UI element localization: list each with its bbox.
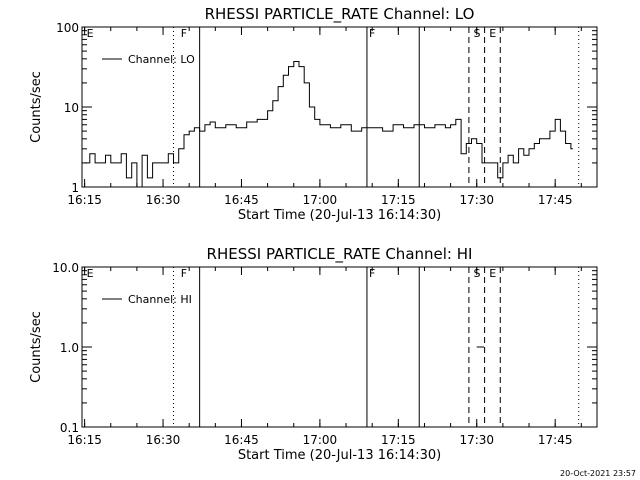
chart-title: RHESSI PARTICLE_RATE Channel: LO [205,5,475,24]
y-tick-label: 0.1 [60,421,79,435]
panel-hi: RHESSI PARTICLE_RATE Channel: HI 16:15 16:… [29,245,598,463]
x-tick-label: 17:00 [303,193,338,207]
x-axis-label: Start Time (20-Jul-13 16:14:30) [238,208,441,223]
x-tick-label: 16:15 [67,433,102,447]
series-line [84,61,573,188]
panel-lo: RHESSI PARTICLE_RATE Channel: LO 16:15 16:… [29,5,598,223]
x-tick-label: 16:45 [224,433,259,447]
y-axis-label: Counts/sec [29,311,44,383]
flag-label: E [87,27,94,40]
flag-label: F [369,27,375,40]
flag-label: S [474,27,481,40]
x-tick-label: 16:30 [146,193,181,207]
chart-title: RHESSI PARTICLE_RATE Channel: HI [207,245,473,264]
y-tick-label: 1 [71,181,79,195]
flag-label: F [181,267,187,280]
y-tick-label: 100 [56,21,79,35]
flag-label: S [474,267,481,280]
x-tick-label: 17:30 [459,433,494,447]
x-tick-label: 17:00 [303,433,338,447]
y-tick-label: 10 [64,101,79,115]
plot-frame [81,266,598,428]
x-tick-label: 16:30 [146,433,181,447]
x-tick-label: 17:45 [538,193,573,207]
x-tick-label: 17:45 [538,433,573,447]
x-tick-label: 16:15 [67,193,102,207]
flag-label: E [489,27,496,40]
y-tick-label: 10.0 [52,261,79,275]
legend-entry: Channel: HI [128,293,192,306]
legend-entry: Channel: LO [128,53,195,66]
x-tick-label: 17:15 [381,193,416,207]
x-tick-label: 17:30 [459,193,494,207]
flag-label: F [181,27,187,40]
x-tick-label: 16:45 [224,193,259,207]
flag-label: E [489,267,496,280]
timestamp-label: 20-Oct-2021 23:57 [560,469,636,478]
y-axis-label: Counts/sec [29,71,44,143]
flag-label: F [369,267,375,280]
flag-label: E [87,267,94,280]
x-axis-label: Start Time (20-Jul-13 16:14:30) [238,448,441,463]
x-tick-label: 17:15 [381,433,416,447]
y-tick-label: 1.0 [60,341,79,355]
